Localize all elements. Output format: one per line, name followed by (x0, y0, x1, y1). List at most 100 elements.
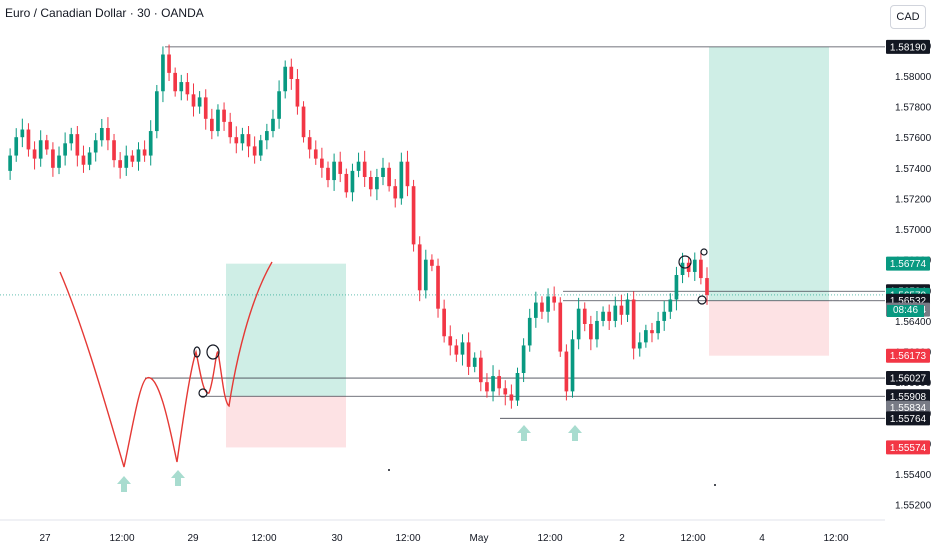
candle-body (362, 161, 367, 177)
candle-body (387, 167, 391, 187)
chart-title: Euro / Canadian Dollar · 30 · OANDA (5, 6, 204, 20)
price-axis-panel (885, 0, 932, 550)
candle (283, 60, 288, 99)
scribble-mark (206, 344, 220, 360)
candle-body (381, 167, 385, 177)
candle-body (240, 134, 245, 144)
candle-body (313, 149, 318, 159)
candle-body (411, 186, 416, 245)
candle-body (161, 54, 165, 92)
price-tag-label: 1.56027 (890, 374, 927, 385)
candle-body (442, 308, 446, 337)
candle (265, 123, 269, 150)
candle (307, 129, 312, 159)
candle (595, 310, 599, 348)
y-tick-label: 1.58000 (895, 72, 932, 83)
candle-body (619, 305, 624, 315)
candle-body (81, 155, 86, 165)
scribble-mark (198, 388, 208, 398)
candle (136, 142, 141, 171)
target-zone (226, 263, 346, 397)
candle (637, 332, 642, 357)
candle-body (637, 342, 642, 349)
candle (216, 104, 220, 137)
price-tag-bg (886, 348, 930, 363)
candle (32, 141, 37, 170)
candle-body (589, 324, 593, 340)
candle (277, 80, 281, 129)
candle (14, 128, 19, 162)
currency-button[interactable]: CAD (890, 5, 926, 29)
candle (644, 324, 648, 348)
candle-body (405, 161, 410, 187)
candle-body (51, 149, 55, 168)
candle (320, 147, 324, 178)
candle-body (118, 160, 122, 168)
price-tag: 1.55908 (886, 389, 930, 404)
candle-body (167, 54, 171, 73)
candle (558, 297, 563, 357)
x-tick-label: 12:00 (823, 533, 848, 544)
candle (161, 46, 165, 103)
candle (668, 293, 673, 319)
candle (430, 254, 434, 272)
up-arrow-icon (568, 425, 582, 441)
candle-body (295, 79, 300, 107)
candle (148, 120, 153, 166)
candle-body (289, 66, 294, 79)
candle (93, 133, 98, 162)
candle (26, 123, 31, 157)
x-tick-label: 4 (759, 533, 765, 544)
candle-body (644, 330, 648, 343)
candle (497, 369, 501, 396)
candle (326, 161, 330, 188)
candle-body (228, 121, 233, 138)
candle-body (656, 320, 660, 334)
candle (460, 334, 465, 366)
candle-body (509, 394, 514, 401)
candle (515, 367, 520, 406)
candle-body (576, 308, 581, 340)
price-tag-label: 1.58190 (890, 42, 927, 53)
candle-body (185, 82, 190, 95)
price-tag: 1.56774 (886, 256, 930, 271)
candle (540, 296, 544, 319)
candle (362, 150, 367, 187)
candle-body (393, 186, 398, 199)
candle-body (423, 259, 428, 291)
candle-body (662, 311, 667, 321)
candle-body (344, 173, 349, 193)
candle-body (197, 97, 202, 107)
candle (301, 101, 306, 143)
candle-body (301, 106, 306, 138)
candle (393, 178, 398, 208)
candle-body (99, 128, 104, 141)
y-tick-label: 1.57200 (895, 194, 932, 205)
candle (607, 304, 612, 330)
candle (118, 152, 122, 179)
candle (179, 74, 184, 101)
candle (124, 145, 129, 176)
price-tag-label: 1.55574 (890, 443, 927, 454)
candle-body (399, 161, 404, 199)
candle-body (136, 149, 141, 162)
dot-mark (714, 484, 716, 486)
x-tick-label: 12:00 (395, 533, 420, 544)
candle-body (448, 336, 453, 346)
candle-body (44, 140, 49, 150)
candle-body (699, 259, 703, 279)
candle (142, 140, 147, 162)
price-tag-label: 1.56774 (890, 259, 927, 270)
candle (509, 384, 514, 409)
candle-body (75, 134, 80, 156)
price-tag-label: 1.55834 (890, 403, 927, 414)
candle-body (650, 330, 654, 334)
candle-body (454, 345, 459, 355)
candle (662, 300, 667, 331)
candle-body (69, 134, 74, 144)
candle (442, 299, 446, 343)
candle-body (20, 129, 25, 138)
x-tick-label: 12:00 (537, 533, 562, 544)
candle-body (680, 262, 685, 275)
